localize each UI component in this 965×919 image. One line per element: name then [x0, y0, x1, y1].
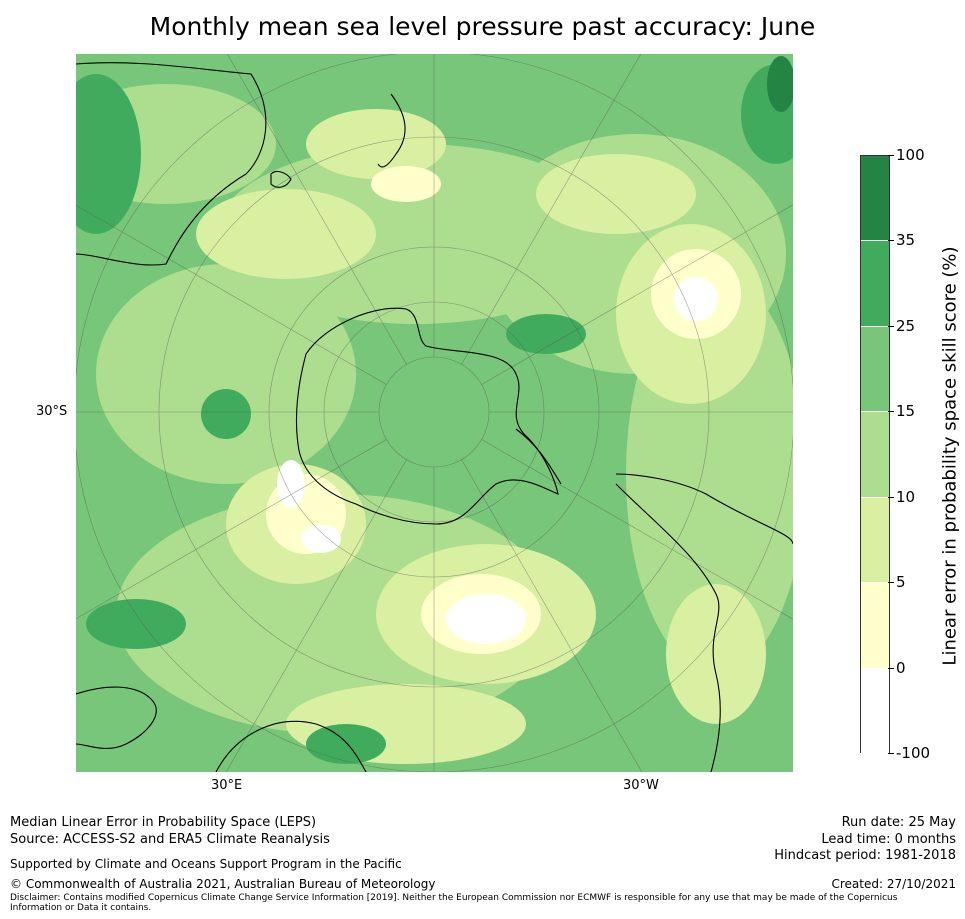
colorbar-tick: 35 — [887, 231, 916, 250]
coastline — [215, 720, 367, 772]
longitude-line — [225, 459, 407, 772]
skill-region — [306, 724, 386, 764]
colorbar-bin — [861, 412, 889, 498]
coastline — [615, 473, 793, 545]
skill-region — [767, 56, 793, 112]
lon-label-30w: 30°W — [623, 778, 659, 793]
skill-region — [446, 594, 526, 644]
colorbar-tick: 25 — [887, 316, 916, 335]
longitude-line — [461, 54, 642, 365]
colorbar-tick: 10 — [887, 487, 916, 506]
footer-copyright: © Commonwealth of Australia 2021, Austra… — [10, 877, 436, 891]
coastline — [270, 170, 292, 188]
skill-region — [201, 389, 251, 439]
longitude-line — [461, 459, 643, 772]
footer-created: Created: 27/10/2021 — [831, 877, 956, 891]
colorbar-tick: 100 — [888, 146, 925, 164]
skill-region — [666, 584, 766, 724]
colorbar-tick: -100 — [887, 744, 931, 762]
longitude-line — [76, 204, 387, 385]
colorbar-label: Linear error in probability space skill … — [939, 246, 961, 666]
colorbar-tick: 15 — [887, 402, 916, 421]
colorbar-bin — [861, 497, 889, 584]
footer-source: Source: ACCESS-S2 and ERA5 Climate Reana… — [10, 832, 330, 847]
skill-region — [86, 599, 186, 649]
coastline — [515, 428, 562, 485]
colorbar-bin — [861, 326, 889, 413]
coastline — [615, 483, 721, 772]
longitude-line — [481, 439, 793, 620]
colorbar-tick: 0 — [888, 658, 906, 677]
lon-label-30e: 30°E — [211, 778, 243, 793]
colorbar-bin — [861, 156, 889, 242]
polar-map — [76, 54, 793, 772]
footer-disclaimer: Disclaimer: Contains modified Copernicus… — [10, 893, 898, 913]
lat-label-30s: 30°S — [36, 404, 68, 419]
coastline — [76, 62, 267, 266]
skill-region — [506, 314, 586, 354]
skill-regions — [76, 56, 793, 764]
footer-lead-time: Lead time: 0 months — [821, 832, 956, 847]
skill-region — [674, 277, 718, 321]
skill-region — [301, 525, 341, 553]
skill-region — [96, 264, 356, 484]
graticule-lines — [76, 54, 793, 772]
skill-region — [277, 460, 305, 508]
colorbar-bin — [861, 241, 889, 327]
coastline — [76, 686, 157, 749]
skill-region — [76, 74, 141, 234]
colorbar-bin — [861, 583, 889, 669]
colorbar — [860, 155, 890, 754]
longitude-line — [481, 204, 793, 385]
longitude-line — [226, 54, 407, 365]
coastline — [295, 307, 559, 525]
skill-region — [371, 166, 441, 202]
footer-method: Median Linear Error in Probability Space… — [10, 815, 317, 830]
longitude-line — [76, 439, 387, 620]
chart-title: Monthly mean sea level pressure past acc… — [149, 12, 816, 41]
skill-region — [306, 109, 446, 179]
footer-support: Supported by Climate and Oceans Support … — [10, 857, 402, 871]
footer-run-date: Run date: 25 May — [841, 815, 956, 830]
skill-region — [536, 154, 696, 234]
colorbar-bin — [861, 668, 889, 754]
coastlines — [76, 62, 793, 772]
map-canvas — [76, 54, 793, 772]
skill-region — [196, 189, 376, 279]
colorbar-tick: 5 — [888, 573, 906, 592]
footer-hindcast: Hindcast period: 1981-2018 — [774, 848, 956, 863]
coastline — [377, 93, 406, 168]
